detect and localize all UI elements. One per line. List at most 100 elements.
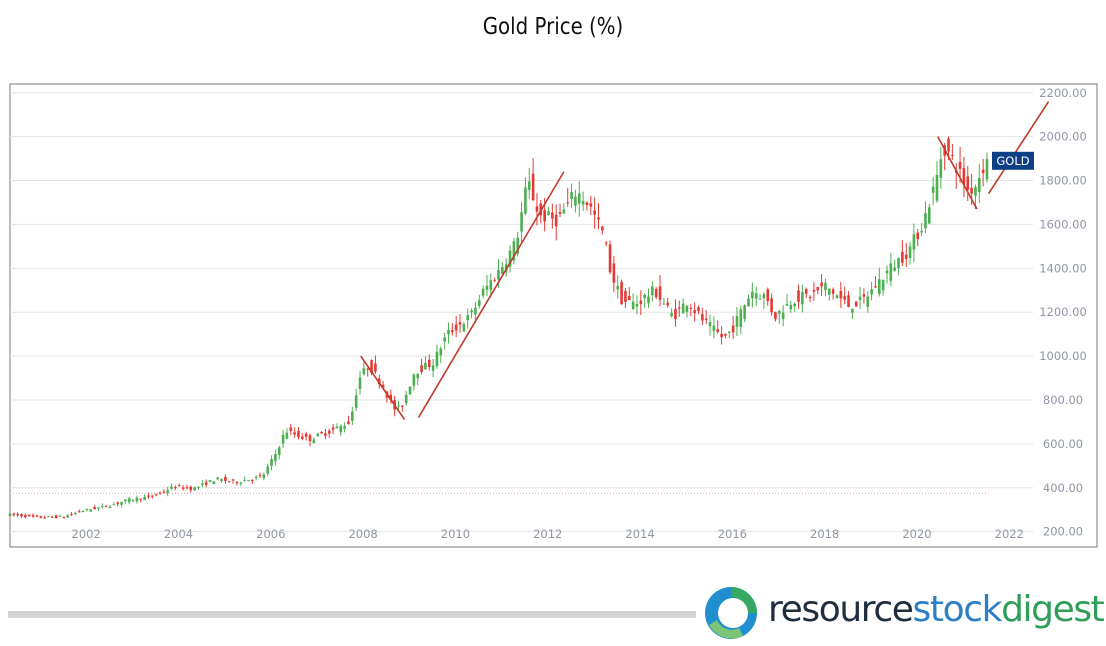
candle-body: [274, 454, 277, 462]
candle-body: [747, 298, 750, 307]
candle-body: [151, 495, 154, 497]
candle-body: [197, 486, 200, 488]
candle-body: [251, 480, 254, 482]
candle-body: [389, 394, 393, 401]
candle-body: [358, 377, 362, 389]
candle-body: [931, 186, 935, 193]
candle-body: [266, 466, 270, 474]
candle-body: [654, 289, 658, 298]
candle-body: [827, 288, 831, 295]
x-tick-label: 2016: [718, 527, 747, 541]
candle-body: [131, 500, 135, 502]
candle-body: [474, 307, 477, 315]
candle-body: [893, 267, 896, 271]
candle-body: [877, 279, 881, 295]
candle-body: [977, 177, 981, 192]
candle-body: [889, 263, 893, 281]
candle-body: [312, 439, 316, 444]
x-tick-label: 2008: [348, 527, 377, 541]
candle-body: [947, 138, 950, 152]
candle-body: [116, 502, 119, 504]
candle-body: [281, 434, 285, 444]
brand-name: resourcestockdigest: [768, 589, 1105, 630]
candle-body: [620, 281, 623, 305]
candle-body: [885, 270, 889, 274]
candle-body: [951, 155, 954, 157]
candle-body: [493, 280, 496, 282]
candle-body: [558, 211, 562, 214]
candle-body: [454, 324, 458, 331]
candle-body: [739, 309, 743, 327]
candle-body: [193, 487, 196, 491]
candle-body: [870, 289, 873, 295]
candle-body: [201, 483, 204, 485]
candle-body: [501, 266, 504, 274]
x-tick-label: 2012: [533, 527, 562, 541]
x-tick-label: 2020: [902, 527, 931, 541]
candle-body: [939, 159, 943, 178]
candle-body: [547, 211, 550, 216]
candle-body: [208, 480, 212, 482]
ring-logo-icon: [705, 587, 757, 639]
candle-body: [443, 337, 446, 342]
trend-line: [360, 355, 406, 421]
candle-body: [520, 212, 523, 232]
brand-name-part1: resource: [768, 589, 914, 630]
y-tick-label: 2200.00: [1039, 86, 1087, 100]
candle-body: [177, 485, 181, 487]
candle-body: [247, 480, 250, 482]
candle-body: [377, 378, 381, 385]
candle-body: [651, 286, 654, 296]
candle-body: [231, 479, 235, 481]
candle-body: [797, 290, 800, 302]
candle-body: [85, 508, 89, 510]
plot-frame: [9, 83, 1098, 548]
candle-body: [239, 482, 243, 484]
brand-name-part3: digest: [1001, 589, 1105, 630]
candle-body: [866, 296, 870, 307]
candle-body: [66, 515, 69, 518]
candle-body: [212, 481, 216, 485]
candle-body: [439, 348, 443, 356]
candle-body: [531, 173, 535, 201]
candle-body: [289, 427, 293, 431]
y-tick-label: 1200.00: [1039, 305, 1087, 319]
candle-body: [824, 282, 827, 291]
candle-body: [816, 286, 820, 291]
candle-body: [508, 250, 512, 267]
candles: [8, 136, 989, 519]
candle-body: [227, 481, 231, 483]
trend-line: [417, 171, 565, 418]
y-tick-label: 600.00: [1043, 437, 1083, 451]
candle-body: [608, 244, 612, 273]
candle-body: [343, 426, 346, 429]
candle-body: [981, 169, 985, 174]
candle-body: [758, 298, 762, 300]
candle-body: [408, 386, 412, 395]
candle-body: [958, 161, 962, 169]
candle-body: [285, 432, 289, 439]
candle-body: [727, 331, 731, 333]
candle-body: [551, 212, 554, 219]
candle-body: [512, 241, 516, 261]
candle-body: [135, 497, 139, 502]
candle-body: [16, 513, 19, 516]
candle-body: [93, 507, 96, 510]
candle-body: [47, 516, 50, 518]
candle-body: [243, 480, 246, 482]
candle-body: [901, 251, 904, 263]
candle-body: [39, 516, 43, 518]
candle-body: [120, 501, 123, 505]
chart-title: Gold Price (%): [482, 14, 624, 40]
candle-body: [731, 325, 735, 333]
candle-body: [735, 316, 739, 327]
candle-body: [712, 325, 716, 332]
candle-body: [801, 292, 804, 305]
price-tag-label: GOLD: [996, 154, 1029, 168]
candle-body: [689, 307, 693, 309]
candle-body: [793, 303, 796, 307]
candle-body: [320, 432, 323, 434]
candle-body: [789, 304, 793, 310]
candle-body: [431, 365, 435, 371]
price-tag-box: [992, 151, 1034, 170]
